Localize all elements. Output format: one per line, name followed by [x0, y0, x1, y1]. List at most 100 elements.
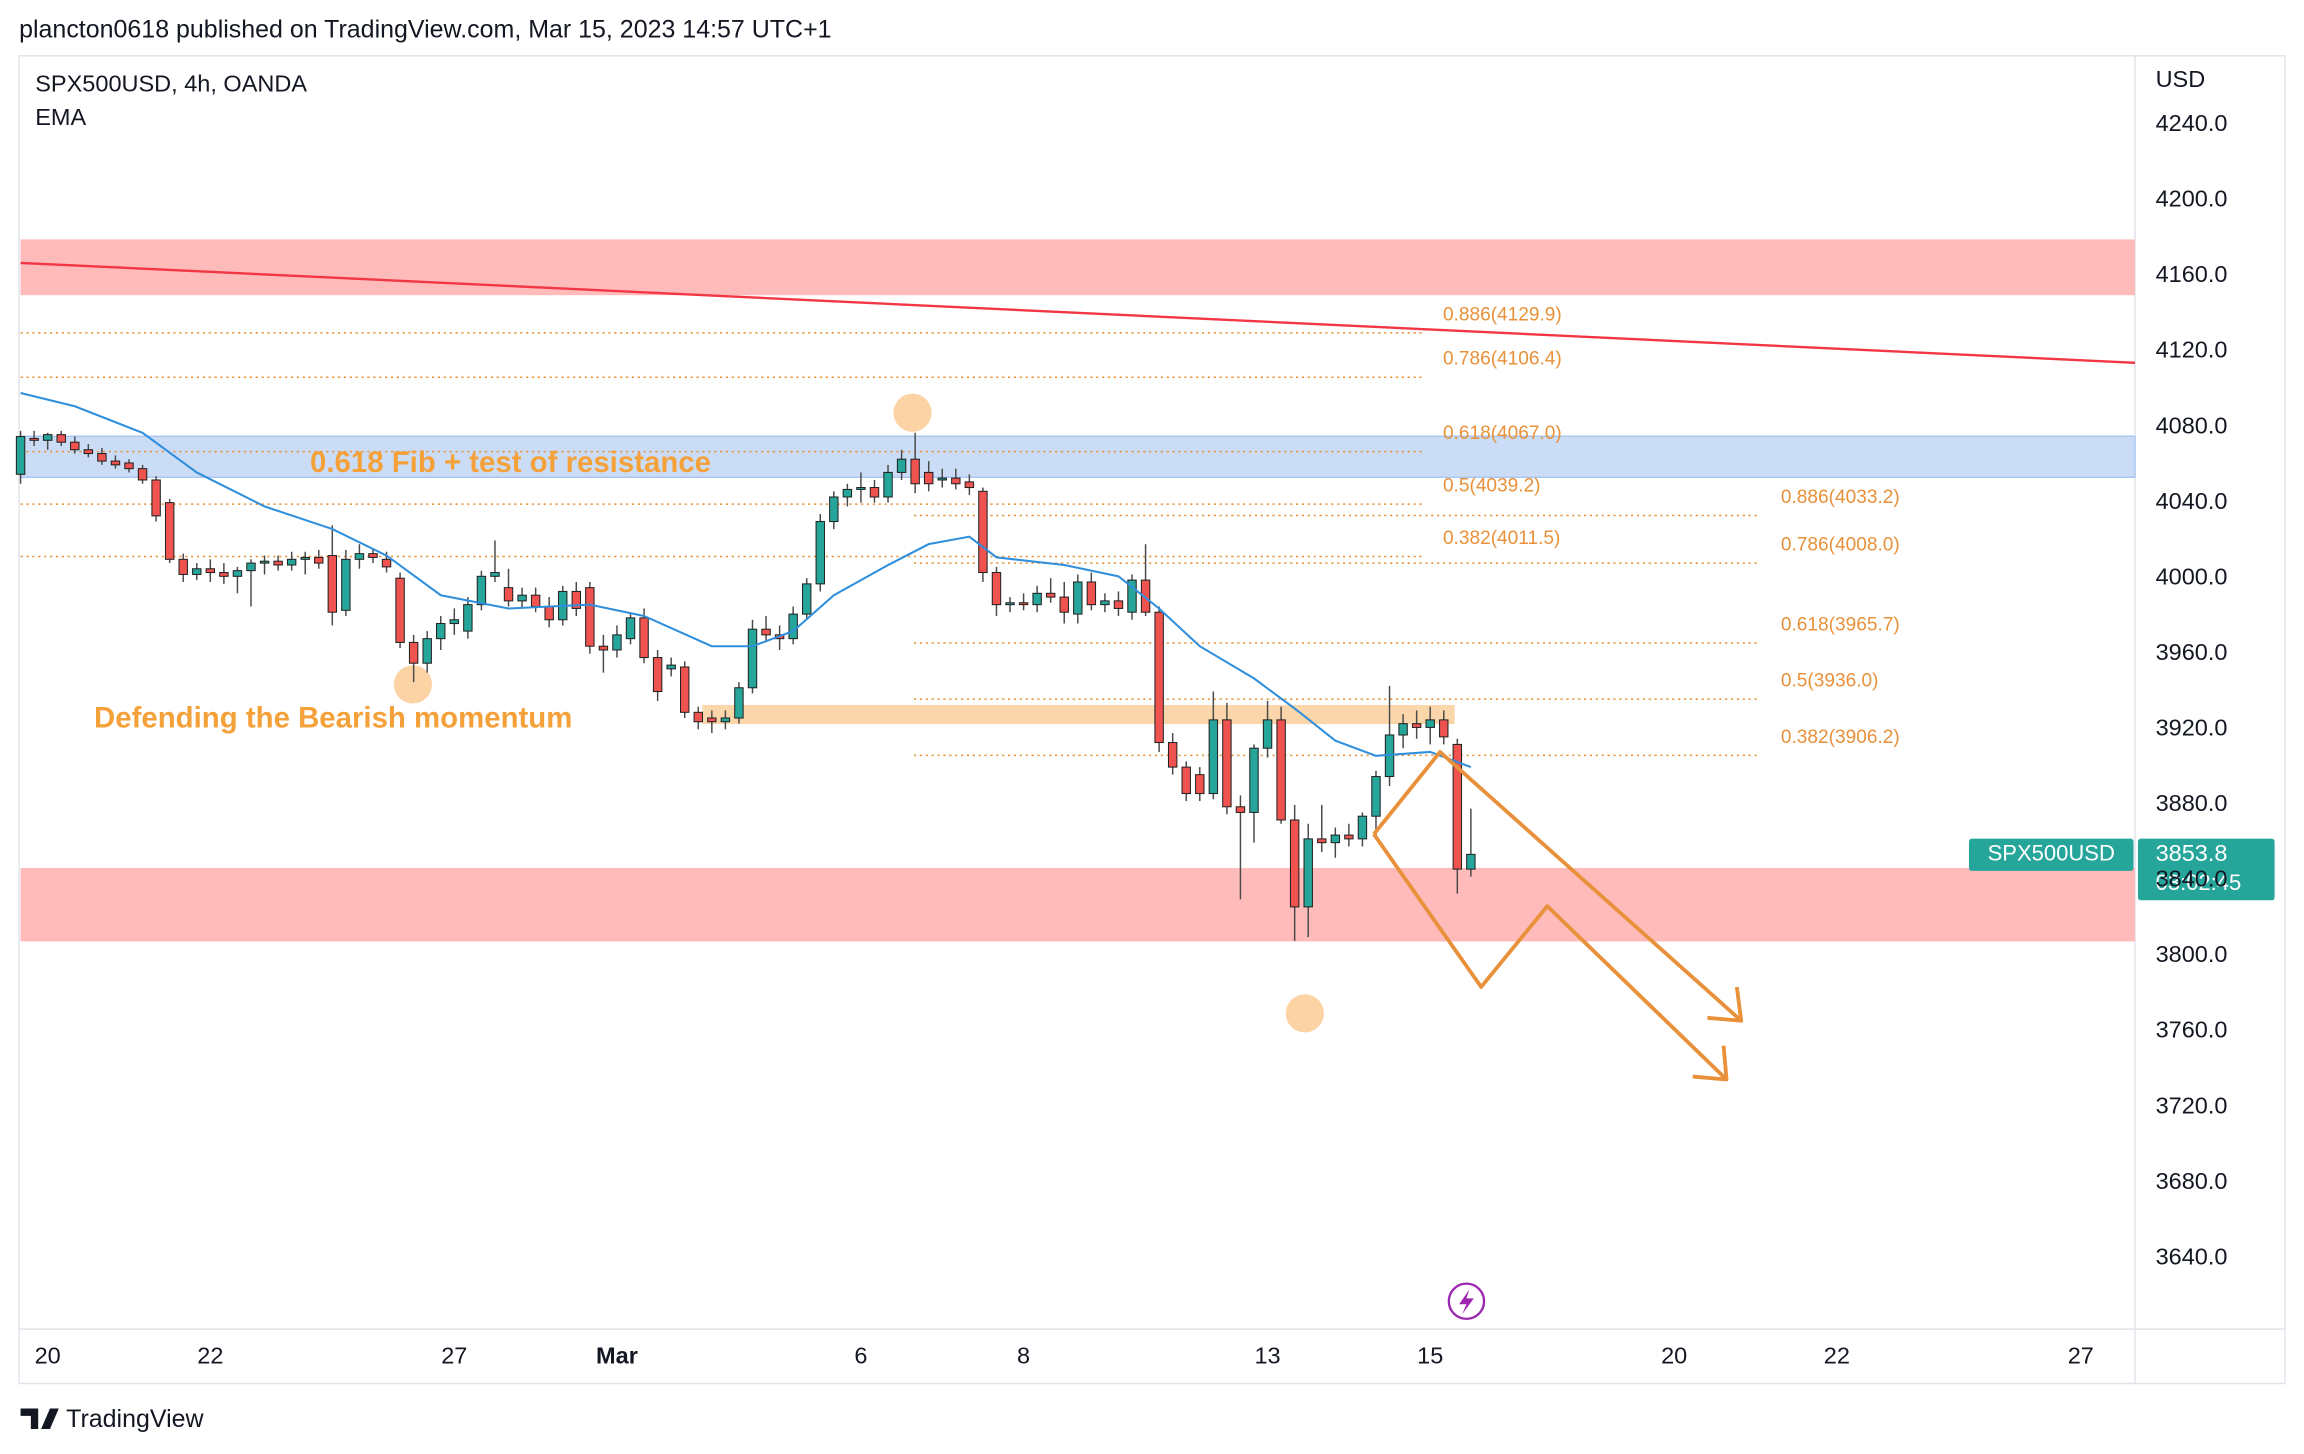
indicator-legend: EMA	[35, 104, 86, 130]
candle-body	[395, 577, 405, 643]
candle-body	[937, 477, 947, 481]
price-axis-unit: USD	[2156, 66, 2206, 92]
candle-body	[137, 468, 148, 481]
candle-body	[1330, 834, 1341, 844]
candle-body	[463, 604, 473, 632]
candle-body	[97, 453, 107, 462]
ema-line	[20, 392, 1472, 769]
candle-body	[1154, 611, 1164, 744]
annotation: Defending the Bearish momentum	[94, 701, 572, 734]
x-tick-label: 13	[1254, 1342, 1280, 1368]
publisher-line: plancton0618 published on TradingView.co…	[19, 15, 831, 43]
candle-body	[842, 488, 853, 498]
candle-body	[666, 664, 676, 670]
price-badge-bg	[2137, 838, 2275, 901]
candle-body	[354, 553, 365, 560]
candle-body	[652, 657, 663, 693]
candle-body	[1439, 719, 1449, 738]
candle-body	[829, 496, 839, 523]
projection-arrows	[1372, 750, 1744, 1082]
fib-label: 0.5(3936.0)	[1781, 671, 1879, 692]
brand: TradingView	[66, 1405, 204, 1433]
candle-body	[124, 462, 134, 470]
trend-line	[20, 261, 2136, 364]
y-tick-label: 3640.0	[2156, 1243, 2228, 1269]
fib-label: 0.5(4039.2)	[1443, 476, 1541, 497]
symbol-legend: SPX500USD, 4h, OANDA	[35, 70, 307, 96]
candle-body	[273, 560, 283, 566]
candle-body	[1167, 742, 1178, 768]
fib-label: 0.618(3965.7)	[1781, 614, 1900, 635]
candle-body	[896, 458, 907, 473]
fib-zone	[19, 435, 2136, 478]
candle-body	[1262, 719, 1273, 749]
candle-body	[1289, 819, 1300, 908]
candle-body	[910, 458, 920, 485]
x-tick-label: 22	[197, 1342, 223, 1368]
marks: 0.886(4129.9) 0.786(4106.4) 0.618(4067.0) 0…	[15, 304, 1900, 941]
demand-zone	[20, 867, 2136, 942]
arrow-head	[1707, 986, 1744, 1023]
y-tick-label: 4080.0	[2156, 412, 2228, 438]
candle-body	[503, 587, 514, 602]
highlight-dot	[893, 393, 932, 432]
candle-body	[408, 641, 419, 664]
candle-body	[1276, 719, 1286, 821]
candle-body	[246, 562, 256, 572]
candle-body	[788, 613, 798, 640]
candle-body	[341, 558, 351, 611]
candle-body	[1195, 774, 1205, 795]
resistance-zone	[20, 239, 2136, 296]
candle-body	[422, 638, 432, 664]
candle-body	[314, 556, 324, 564]
candle-body	[1357, 815, 1368, 840]
y-tick-label: 3960.0	[2156, 639, 2228, 665]
x-tick-label: 15	[1417, 1342, 1443, 1368]
candle-body	[923, 471, 934, 485]
candle-body	[639, 617, 649, 659]
candle-body	[612, 634, 622, 651]
y-tick-label: 4160.0	[2156, 261, 2228, 287]
candle-body	[1100, 600, 1110, 606]
candle-body	[1411, 723, 1422, 728]
y-tick-label: 3840.0	[2156, 866, 2228, 892]
annotation: 0.618 Fib + test of resistance	[310, 446, 711, 479]
fib-label: 0.886(4033.2)	[1781, 487, 1900, 508]
highlight-dot	[1285, 994, 1324, 1033]
candle-body	[693, 711, 703, 723]
x-tick-label: 6	[854, 1342, 867, 1368]
fib-label: 0.382(4011.5)	[1443, 528, 1560, 549]
event-icon-bolt	[1459, 1289, 1474, 1315]
candle-body	[259, 560, 270, 564]
candle-body	[1086, 581, 1097, 606]
candle-body	[1344, 834, 1354, 840]
candle-body	[449, 619, 460, 625]
candle-body	[151, 479, 161, 517]
y-tick-label: 4240.0	[2156, 110, 2228, 136]
arrow-path	[1372, 750, 1743, 1023]
candle-body	[1127, 579, 1137, 613]
y-tick-label: 3720.0	[2156, 1092, 2228, 1118]
x-tick-label: 20	[1661, 1342, 1687, 1368]
candle-body	[856, 487, 866, 490]
candle-body	[1113, 600, 1124, 609]
y-tick-label: 3800.0	[2156, 941, 2228, 967]
candle-body	[1005, 602, 1015, 606]
candle-body	[801, 583, 812, 615]
candle-body	[1208, 719, 1219, 795]
candle-body	[1140, 579, 1151, 613]
candle-body	[164, 502, 175, 560]
y-tick-label: 4040.0	[2156, 488, 2228, 514]
candle-body	[83, 449, 94, 455]
candle-body	[1425, 719, 1435, 728]
x-tick-label: 20	[35, 1342, 61, 1368]
symbol-badge-bg	[1968, 838, 2134, 871]
brand-logo	[20, 1408, 59, 1430]
fib-label: 0.382(3906.2)	[1781, 727, 1900, 748]
candle-body	[951, 477, 961, 485]
fib-label: 0.786(4106.4)	[1443, 349, 1562, 370]
candle-body	[585, 587, 595, 647]
symbol-badge: SPX500USD	[1988, 841, 2115, 866]
